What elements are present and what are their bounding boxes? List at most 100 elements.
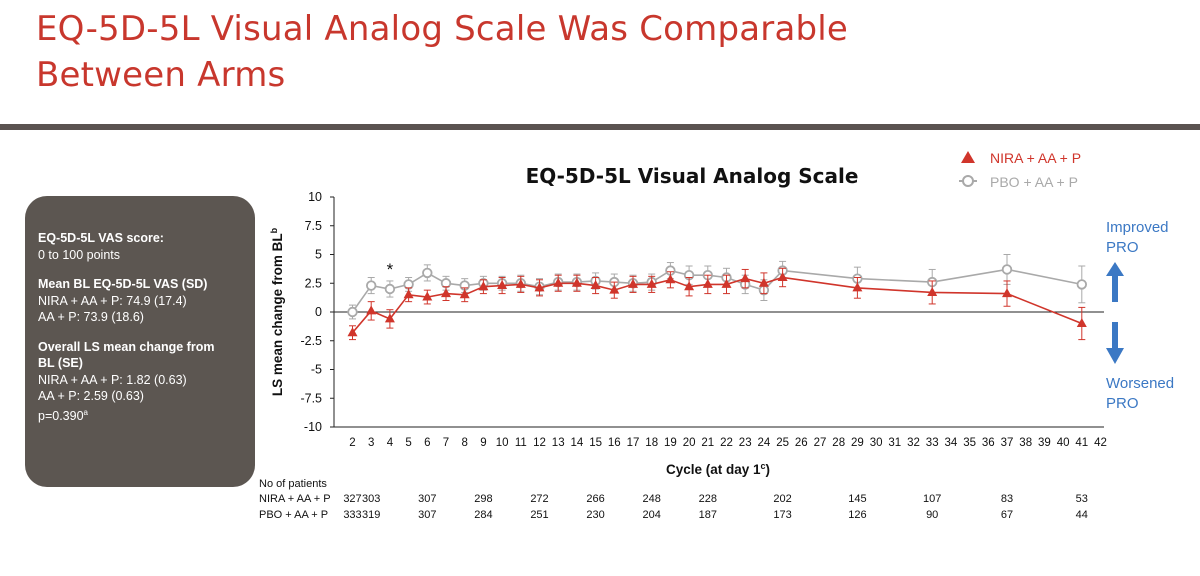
x-tick-label: 18 bbox=[645, 437, 658, 449]
x-tick-label: 38 bbox=[1019, 437, 1032, 449]
data-point bbox=[366, 280, 377, 291]
series-nira bbox=[347, 267, 1087, 341]
patients-nira-count: 266 bbox=[586, 493, 604, 505]
legend-label-pbo: PBO + AA + P bbox=[990, 174, 1078, 190]
x-tick-label: 14 bbox=[571, 437, 584, 449]
data-point bbox=[384, 313, 395, 323]
y-tick-labels: 10 7.5 5 2.5 0 -2.5 -5 -7.5 -10 bbox=[300, 190, 334, 434]
patients-nira-label: NIRA + AA + P bbox=[259, 493, 331, 505]
x-tick-label: 15 bbox=[589, 437, 602, 449]
data-point bbox=[646, 278, 657, 288]
x-tick-label: 7 bbox=[443, 437, 449, 449]
x-tick-label: 34 bbox=[945, 437, 958, 449]
title-line-2: Between Arms bbox=[36, 55, 286, 95]
score-block: EQ-5D-5L VAS score: 0 to 100 points bbox=[38, 230, 245, 263]
x-tick-label: 23 bbox=[739, 437, 752, 449]
x-tick-label: 36 bbox=[982, 437, 995, 449]
x-axis-label-sup: c bbox=[761, 461, 766, 471]
data-point bbox=[852, 282, 863, 292]
x-tick-label: 27 bbox=[814, 437, 827, 449]
data-point bbox=[777, 272, 788, 281]
data-point bbox=[571, 277, 582, 287]
y-tick-label: 10 bbox=[308, 190, 322, 204]
data-point bbox=[758, 277, 769, 287]
ls-heading-line-1: Overall LS mean change from bbox=[38, 339, 215, 354]
improved-annotation: Improved PRO bbox=[1106, 219, 1169, 302]
p-value-footnote: a bbox=[83, 407, 88, 417]
patients-nira-count: 272 bbox=[530, 493, 548, 505]
y-tick-label: 0 bbox=[315, 305, 322, 319]
patients-pbo-count: 187 bbox=[699, 509, 717, 521]
data-point bbox=[702, 278, 713, 288]
legend-label-nira: NIRA + AA + P bbox=[990, 150, 1081, 166]
series-pbo bbox=[347, 254, 1088, 320]
patients-nira-count: 298 bbox=[474, 493, 492, 505]
patients-pbo-count: 173 bbox=[773, 509, 791, 521]
x-tick-label: 39 bbox=[1038, 437, 1051, 449]
y-tick-label: -5 bbox=[311, 363, 322, 377]
patients-pbo-count: 126 bbox=[848, 509, 866, 521]
x-tick-label: 40 bbox=[1057, 437, 1070, 449]
p-value-text: p=0.390 bbox=[38, 408, 84, 423]
x-tick-label: 41 bbox=[1075, 437, 1088, 449]
x-tick-label: 16 bbox=[608, 437, 621, 449]
patients-nira-count: 228 bbox=[699, 493, 717, 505]
data-point bbox=[927, 286, 938, 296]
title-divider bbox=[0, 124, 1200, 130]
patients-nira-count: 248 bbox=[643, 493, 661, 505]
data-point bbox=[459, 289, 470, 299]
patients-nira-count: 327 bbox=[343, 493, 361, 505]
patients-pbo-count: 319 bbox=[362, 509, 380, 521]
patients-nira-count: 83 bbox=[1001, 493, 1013, 505]
patients-pbo-count: 44 bbox=[1076, 509, 1088, 521]
x-tick-label: 13 bbox=[552, 437, 565, 449]
patients-pbo-count: 67 bbox=[1001, 509, 1013, 521]
data-point bbox=[553, 277, 564, 287]
arrow-down-icon bbox=[1106, 322, 1124, 364]
triangle-marker-icon bbox=[961, 151, 975, 163]
y-tick-label: 5 bbox=[315, 248, 322, 262]
summary-box: EQ-5D-5L VAS score: 0 to 100 points Mean… bbox=[25, 196, 255, 487]
p-value: p=0.390a bbox=[38, 405, 245, 425]
ls-mean-block: Overall LS mean change from BL (SE) NIRA… bbox=[38, 339, 245, 425]
patients-table: No of patients NIRA + AA + P PBO + AA + … bbox=[259, 478, 1088, 521]
data-point bbox=[515, 278, 526, 288]
x-tick-label: 20 bbox=[683, 437, 696, 449]
baseline-pbo: AA + P: 73.9 (18.6) bbox=[38, 310, 144, 324]
score-heading: EQ-5D-5L VAS score: bbox=[38, 231, 164, 245]
patients-pbo-count: 307 bbox=[418, 509, 436, 521]
data-point bbox=[628, 278, 638, 288]
data-point bbox=[347, 306, 358, 318]
x-tick-labels: 2 3 4 5 6 7 8 9 10 11 12 13 14 15 16 17 18 19 20 21 22 23 24 25… bbox=[349, 437, 1107, 449]
data-point bbox=[590, 280, 601, 290]
x-tick-label: 10 bbox=[496, 437, 509, 449]
arrow-up-icon bbox=[1106, 262, 1124, 302]
patients-pbo-label: PBO + AA + P bbox=[259, 509, 328, 521]
x-tick-label: 32 bbox=[907, 437, 920, 449]
significance-asterisk: * bbox=[387, 260, 394, 279]
x-tick-label: 11 bbox=[515, 437, 527, 449]
x-tick-label: 9 bbox=[480, 437, 486, 449]
data-point bbox=[422, 267, 433, 279]
data-point bbox=[665, 274, 676, 284]
patients-nira-count: 307 bbox=[418, 493, 436, 505]
x-axis-label: Cycle (at day 1c) bbox=[666, 461, 770, 477]
x-tick-label: 17 bbox=[627, 437, 640, 449]
x-tick-label: 6 bbox=[424, 437, 430, 449]
y-tick-label: 2.5 bbox=[305, 276, 322, 290]
x-axis-label-end: ) bbox=[766, 462, 771, 477]
data-point bbox=[1002, 288, 1012, 298]
patients-pbo-count: 284 bbox=[474, 509, 492, 521]
patients-heading: No of patients bbox=[259, 478, 327, 490]
ls-pbo: AA + P: 2.59 (0.63) bbox=[38, 389, 144, 403]
x-tick-label: 5 bbox=[405, 437, 411, 449]
data-point bbox=[721, 278, 732, 288]
x-tick-label: 42 bbox=[1094, 437, 1107, 449]
y-axis-label-text: LS mean change from BL bbox=[270, 233, 285, 396]
x-axis-label-text: Cycle (at day 1 bbox=[666, 462, 761, 477]
data-point bbox=[384, 283, 396, 295]
baseline-heading: Mean BL EQ-5D-5L VAS (SD) bbox=[38, 277, 208, 291]
patients-pbo-count: 230 bbox=[586, 509, 604, 521]
y-axis-label-sup: b bbox=[269, 227, 279, 233]
